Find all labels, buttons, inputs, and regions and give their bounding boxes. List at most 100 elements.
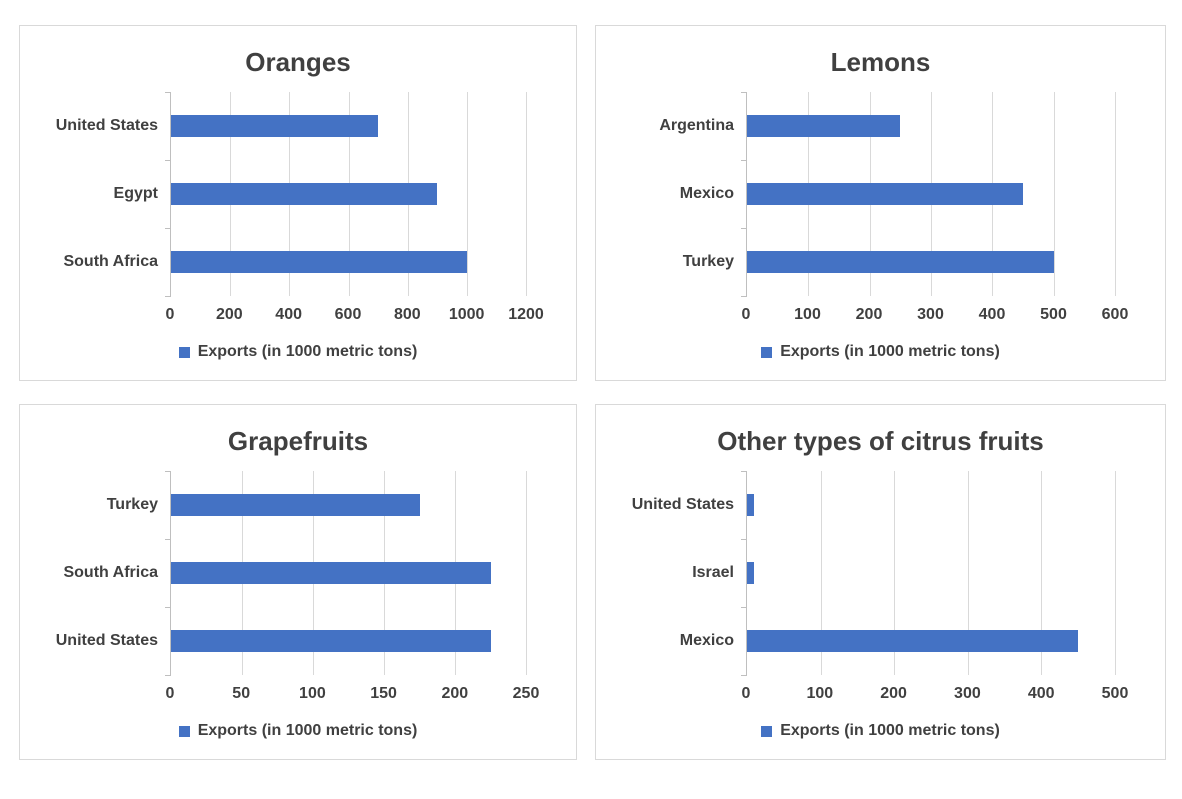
x-tick-label: 200 <box>441 685 469 702</box>
chart-title: Oranges <box>245 47 351 77</box>
category-label: United States <box>631 496 734 513</box>
bar-row <box>747 471 1115 539</box>
y-axis-tick-mark <box>165 296 171 297</box>
x-tick-label: 100 <box>806 685 834 702</box>
chart-panel-oranges: Oranges United States Egypt South Africa 0… <box>19 25 577 381</box>
bar-row <box>747 228 1115 296</box>
bar-row <box>171 607 526 675</box>
bar-united-states <box>747 493 755 516</box>
y-axis-labels: Argentina Mexico Turkey <box>596 92 746 296</box>
y-axis-tick-mark <box>741 92 747 93</box>
bar-row <box>747 539 1115 607</box>
category-label: Argentina <box>659 117 734 134</box>
bar-south-africa <box>171 561 491 584</box>
category-label: United States <box>55 632 158 649</box>
gridline <box>1115 471 1116 675</box>
x-axis-ticks: 0 100 200 300 400 500 <box>742 685 1129 707</box>
y-axis-labels: Turkey South Africa United States <box>20 471 170 675</box>
bar-row <box>171 471 526 539</box>
x-tick-label: 200 <box>855 306 883 323</box>
gridline <box>526 471 527 675</box>
y-axis-tick-mark <box>741 471 747 472</box>
plot-area <box>741 92 1116 297</box>
bar-row <box>171 92 526 160</box>
y-axis-tick-mark <box>741 159 747 161</box>
legend: Exports (in 1000 metric tons) <box>20 342 576 362</box>
legend: Exports (in 1000 metric tons) <box>596 721 1165 741</box>
charts-grid: Oranges United States Egypt South Africa 0… <box>19 25 1182 760</box>
bar-row <box>171 160 526 228</box>
y-axis-labels: United States Israel Mexico <box>596 471 746 675</box>
category-label: Turkey <box>682 253 734 270</box>
gridline <box>894 471 896 675</box>
legend: Exports (in 1000 metric tons) <box>20 721 576 741</box>
x-tick-label: 100 <box>794 306 821 323</box>
y-axis-tick-mark <box>741 538 747 540</box>
x-tick-label: 300 <box>954 685 981 702</box>
x-tick-label: 600 <box>1101 306 1129 323</box>
chart-panel-lemons: Lemons Argentina Mexico Turkey 0 100 200 300 4… <box>595 25 1166 381</box>
legend-label: Exports (in 1000 metric tons) <box>197 343 418 360</box>
gridline <box>820 471 822 675</box>
category-label: South Africa <box>63 253 158 270</box>
legend-label: Exports (in 1000 metric tons) <box>197 722 418 739</box>
x-tick-label: 150 <box>370 685 397 702</box>
gridline <box>466 92 468 296</box>
bar-row <box>171 228 526 296</box>
x-tick-label: 0 <box>165 685 175 702</box>
category-label: Egypt <box>113 185 158 202</box>
bar-mexico <box>747 182 1023 205</box>
bar-argentina <box>747 114 901 137</box>
x-tick-label: 300 <box>917 306 944 323</box>
x-tick-label: 50 <box>232 685 251 702</box>
bar-turkey <box>171 493 420 516</box>
y-axis-tick-mark <box>165 159 171 161</box>
y-axis-tick-mark <box>741 607 747 608</box>
x-tick-label: 0 <box>741 685 751 702</box>
x-tick-label: 500 <box>1040 306 1067 323</box>
plot-wrap: Turkey South Africa United States <box>20 471 576 676</box>
category-label: Israel <box>692 564 734 581</box>
gridline <box>1041 471 1043 675</box>
y-axis-tick-mark <box>165 538 171 540</box>
x-tick-label: 0 <box>741 306 751 323</box>
x-tick-label: 1200 <box>508 306 544 323</box>
x-tick-label: 500 <box>1101 685 1129 702</box>
x-tick-label: 400 <box>275 306 303 323</box>
bar-south-africa <box>171 250 467 273</box>
legend-marker-icon <box>178 346 190 358</box>
category-label: United States <box>55 117 158 134</box>
chart-title: Grapefruits <box>227 426 369 456</box>
category-label: Mexico <box>679 185 734 202</box>
gridline <box>967 471 969 675</box>
bar-row <box>171 539 526 607</box>
y-axis-tick-mark <box>165 228 171 229</box>
chart-panel-grapefruits: Grapefruits Turkey South Africa United Sta… <box>19 404 577 760</box>
bar-turkey <box>747 250 1054 273</box>
y-axis-labels: United States Egypt South Africa <box>20 92 170 296</box>
plot-area <box>741 471 1116 676</box>
x-tick-label: 1000 <box>448 306 485 323</box>
legend-marker-icon <box>761 346 773 358</box>
y-axis-tick-mark <box>165 607 171 608</box>
gridline <box>1053 92 1055 296</box>
x-tick-label: 600 <box>334 306 362 323</box>
plot-wrap: United States Israel Mexico <box>596 471 1165 676</box>
category-label: Turkey <box>106 496 158 513</box>
x-tick-label: 400 <box>1027 685 1055 702</box>
y-axis-tick-mark <box>741 675 747 676</box>
bar-mexico <box>747 629 1079 652</box>
y-axis-tick-mark <box>165 675 171 676</box>
x-axis-ticks: 0 200 400 600 800 1000 1200 <box>166 306 544 328</box>
legend-marker-icon <box>178 725 190 737</box>
bar-row <box>747 160 1115 228</box>
legend-label: Exports (in 1000 metric tons) <box>780 722 1000 739</box>
chart-title: Lemons <box>830 47 931 77</box>
x-tick-label: 200 <box>215 306 243 323</box>
bar-united-states <box>171 114 379 137</box>
x-tick-label: 100 <box>299 685 326 702</box>
category-label: South Africa <box>63 564 158 581</box>
bar-row <box>747 92 1115 160</box>
category-label: Mexico <box>679 632 734 649</box>
x-axis-ticks: 0 100 200 300 400 500 600 <box>742 306 1129 328</box>
